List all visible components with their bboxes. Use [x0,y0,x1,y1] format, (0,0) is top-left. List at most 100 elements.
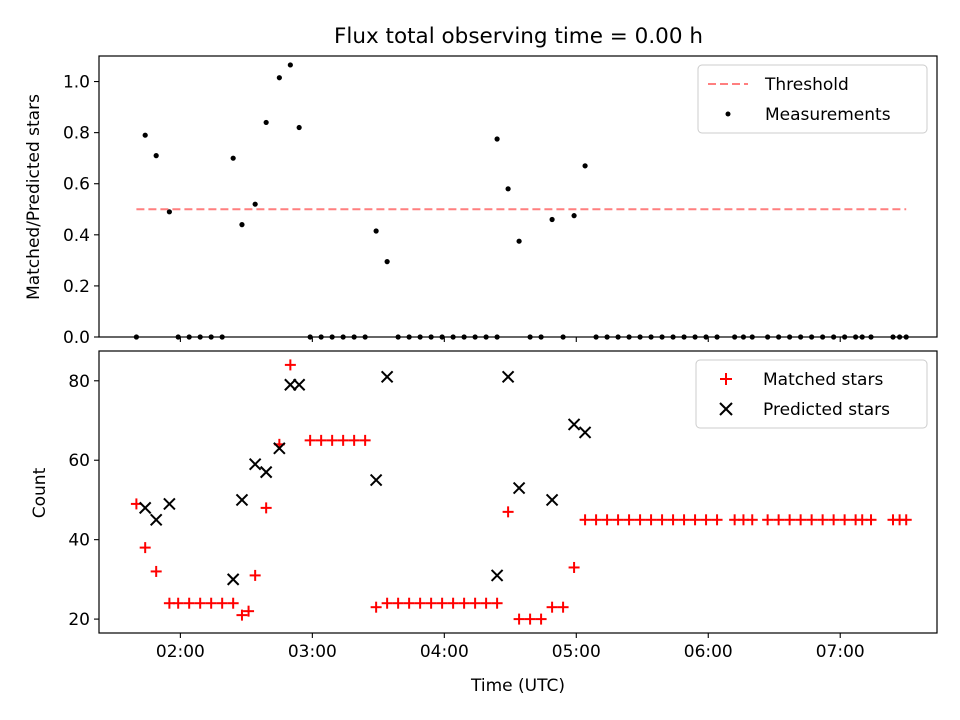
matched-star-point [425,597,437,609]
matched-star-point [304,434,316,446]
matched-star-point [546,601,558,613]
matched-star-point [359,434,371,446]
matched-star-point [480,597,492,609]
predicted-star-point [163,497,176,511]
matched-star-point [579,514,591,526]
predicted-star-point [292,378,306,391]
matched-star-point [139,542,151,554]
measurement-point [505,186,511,192]
measurement-point [549,216,555,223]
measurements-legend-swatch [725,111,731,117]
matched-star-point [172,597,184,609]
predicted-legend-label: Predicted stars [763,400,890,420]
matched-star-point [502,506,514,518]
bottom-y-tick-label: 80 [68,372,90,392]
matched-star-point [150,565,162,577]
matched-star-point [249,569,261,581]
measurement-point [296,124,302,131]
matched-star-point [557,601,569,613]
matched-star-point [667,514,679,526]
x-tick-label: 06:00 [684,642,733,662]
matched-star-point [746,514,758,526]
measurement-point [252,201,258,207]
matched-star-point [828,514,840,526]
predicted-star-point [380,370,394,384]
measurement-point [142,132,148,138]
predicted-star-point [369,473,383,487]
matched-star-point [260,502,272,514]
bottom-plot-area: 02:00 03:00 04:00 05:00 06:00 07:00 20 40 60 80 [68,359,912,662]
predicted-star-point [490,569,504,582]
predicted-star-point [235,493,249,507]
matched-star-point [678,514,690,526]
x-tick-label: 07:00 [816,642,865,662]
top-y-tick-label: 0.0 [63,328,90,348]
matched-star-point [326,434,338,446]
matched-star-point [194,597,206,609]
bottom-panel: Count Time (UTC) 02:00 03:00 04:00 05:00 06:… [30,350,938,696]
matched-star-point [315,434,327,446]
matched-star-point [634,514,646,526]
predicted-star-point [512,481,526,495]
matched-star-point [590,514,602,526]
top-axes-frame [98,55,938,338]
matched-star-point [236,609,248,621]
bottom-y-tick-label: 20 [68,610,90,630]
measurement-point [373,228,379,234]
measurement-point [263,119,269,126]
predicted-star-point [226,573,240,586]
matched-star-point [381,597,393,609]
matched-star-point [656,514,668,526]
matched-star-point [469,597,481,609]
matched-star-point [436,597,448,609]
threshold-legend-label: Threshold [764,75,849,95]
matched-star-point [700,514,712,526]
matched-star-point [183,597,195,609]
matched-legend-label: Matched stars [763,370,883,390]
matched-star-point [762,514,774,526]
predicted-star-point [259,465,273,479]
matched-star-point [817,514,829,526]
matched-star-point [601,514,613,526]
matched-star-point [284,359,296,371]
matched-star-point [806,514,818,526]
matched-star-point [392,597,404,609]
matched-star-point [447,597,459,609]
bottom-legend-box [695,359,928,429]
predicted-star-point [501,370,515,384]
bottom-x-axis-label: Time (UTC) [470,676,565,696]
top-y-tick-label: 0.8 [63,124,90,144]
x-tick-label: 05:00 [552,642,601,662]
top-chart-title: Flux total observing time = 0.00 h [334,24,703,49]
x-tick-label: 02:00 [156,642,205,662]
matched-star-point [612,514,624,526]
matched-star-point [524,613,536,625]
matched-star-point [711,514,723,526]
matched-star-point [243,605,255,617]
matched-star-point [403,597,415,609]
measurement-point [516,238,522,244]
measurement-point [166,209,172,215]
matched-star-point [370,601,382,613]
bottom-y-tick-label: 60 [68,451,90,471]
bottom-axes-frame [98,350,938,634]
predicted-star-point [284,378,297,391]
bottom-legend: Matched stars Predicted stars [695,359,928,429]
predicted-star-point [567,418,581,431]
matched-star-point [784,514,796,526]
top-y-tick-label: 0.6 [63,175,90,195]
matched-star-point [689,514,701,526]
measurements-legend-label: Measurements [765,105,891,125]
predicted-star-point [248,457,262,471]
matched-star-point [773,514,785,526]
measurement-point [230,155,236,161]
top-y-tick-label: 0.2 [63,277,90,297]
top-y-axis-label: Matched/Predicted stars [24,94,44,300]
bottom-y-axis-label: Count [30,467,50,518]
measurement-point [239,222,245,228]
top-y-tick-label: 1.0 [63,73,90,93]
predicted-star-point [149,513,163,527]
top-panel: Flux total observing time = 0.00 h Match… [24,24,938,348]
matched-star-point [645,514,657,526]
